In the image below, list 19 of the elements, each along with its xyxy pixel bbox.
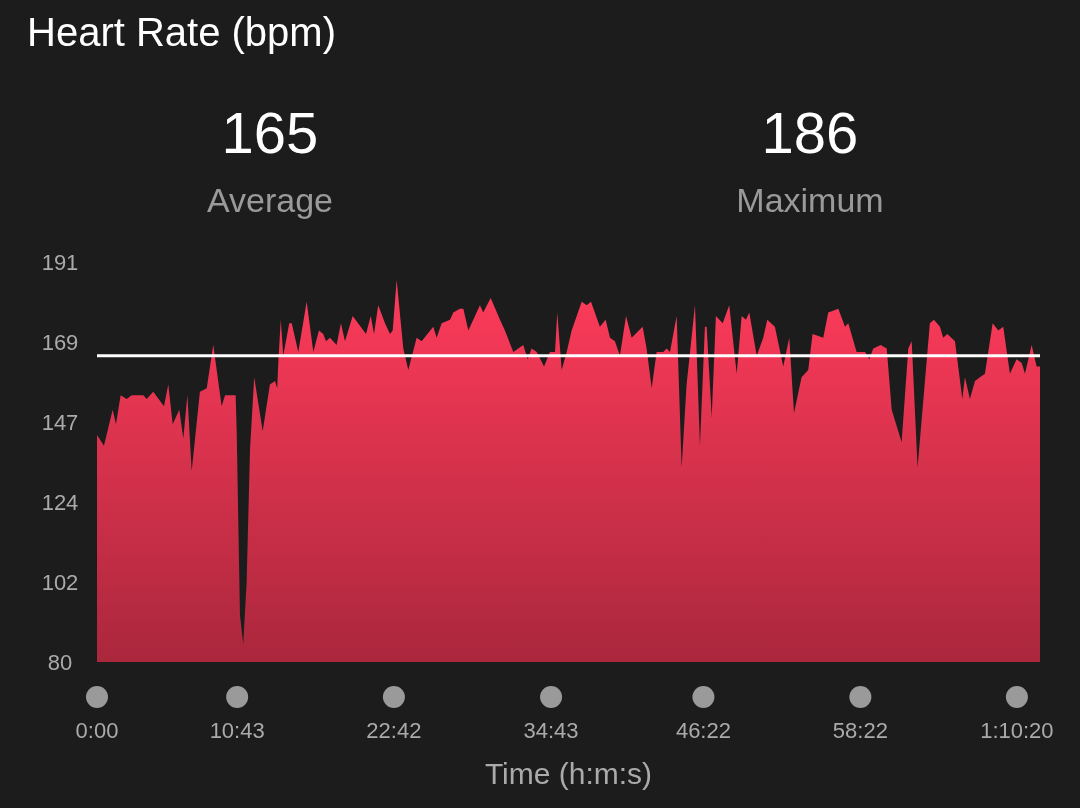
x-tick-label: 58:22 [832, 718, 888, 743]
x-tick-label: 46:22 [675, 718, 731, 743]
y-tick-label: 124 [41, 489, 79, 515]
text: 165 [221, 100, 319, 165]
x-tick-label: 34:43 [523, 718, 579, 743]
x-tick-label: 10:43 [209, 718, 265, 743]
x-tick-label: 22:42 [366, 718, 422, 743]
y-tick-label: 147 [41, 409, 79, 435]
text: 186 [761, 100, 859, 165]
x-tick-label: 0:00 [75, 718, 119, 743]
y-tick-label: 102 [41, 569, 79, 595]
x-axis-title: Time (h:m:s) [484, 757, 653, 790]
x-tick-label: 1:10:20 [980, 718, 1054, 743]
text: Maximum [736, 181, 884, 219]
y-tick-label: 80 [47, 649, 73, 675]
y-tick-label: 169 [41, 329, 79, 355]
chart-title: Heart Rate (bpm) [27, 10, 336, 54]
y-tick-label: 191 [41, 249, 79, 275]
text: Average [206, 181, 334, 219]
